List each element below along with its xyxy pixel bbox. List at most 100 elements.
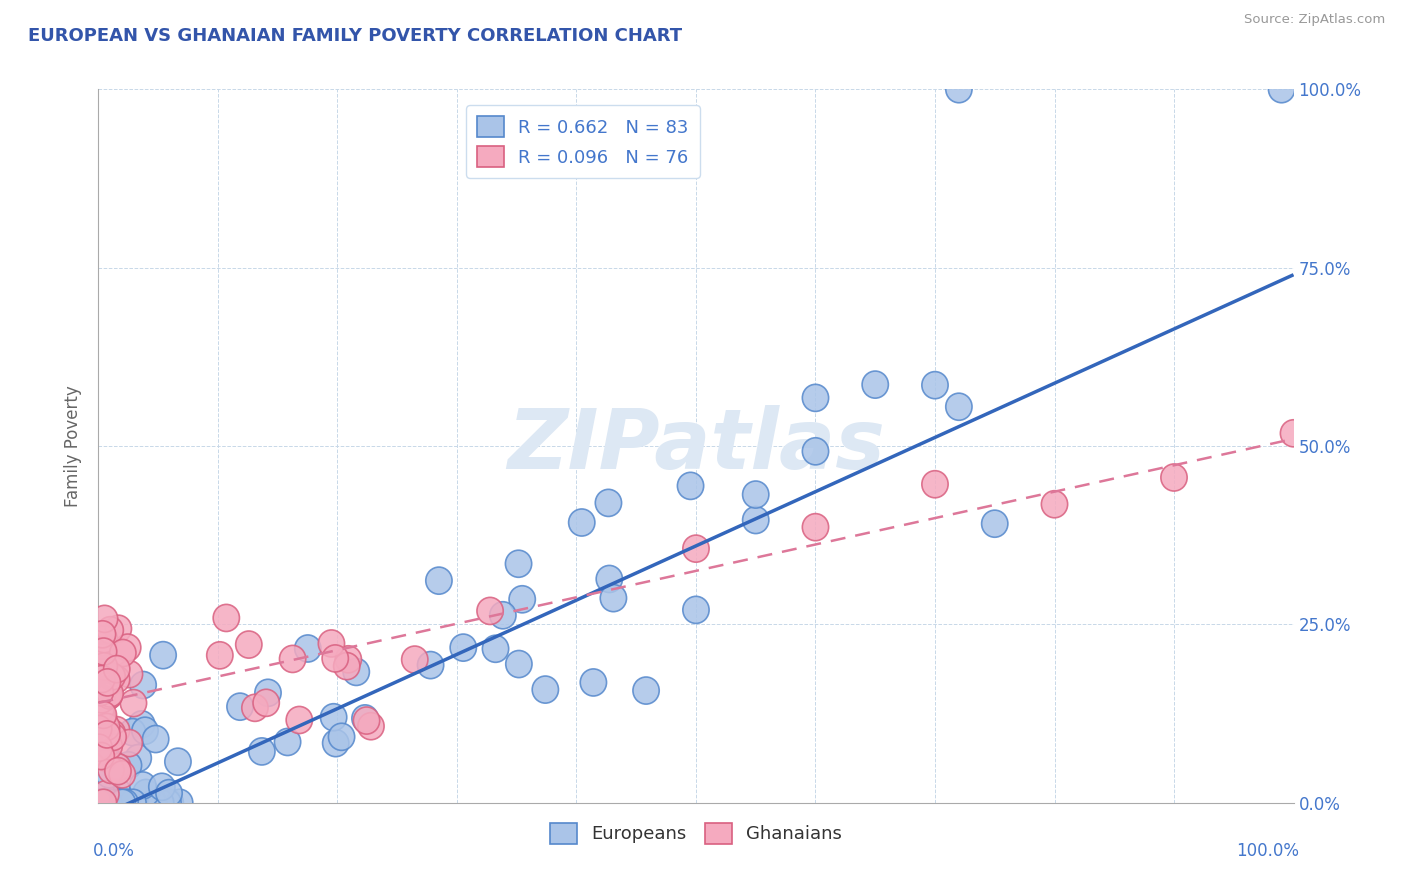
Ellipse shape [426, 567, 453, 594]
Ellipse shape [96, 732, 122, 760]
Ellipse shape [101, 787, 127, 814]
Ellipse shape [87, 789, 112, 816]
Text: EUROPEAN VS GHANAIAN FAMILY POVERTY CORRELATION CHART: EUROPEAN VS GHANAIAN FAMILY POVERTY CORR… [28, 27, 682, 45]
Ellipse shape [87, 772, 114, 799]
Ellipse shape [89, 665, 115, 693]
Ellipse shape [418, 651, 444, 679]
Ellipse shape [100, 723, 127, 750]
Ellipse shape [87, 789, 114, 816]
Ellipse shape [101, 789, 127, 816]
Ellipse shape [89, 742, 114, 770]
Ellipse shape [103, 752, 129, 779]
Ellipse shape [87, 711, 114, 738]
Ellipse shape [862, 371, 889, 398]
Ellipse shape [96, 789, 122, 816]
Ellipse shape [91, 744, 118, 771]
Ellipse shape [132, 717, 157, 744]
Ellipse shape [87, 653, 114, 680]
Ellipse shape [533, 676, 558, 703]
Ellipse shape [295, 635, 321, 662]
Ellipse shape [242, 694, 269, 722]
Ellipse shape [156, 780, 183, 806]
Ellipse shape [125, 745, 152, 772]
Ellipse shape [254, 680, 281, 706]
Ellipse shape [450, 634, 477, 661]
Ellipse shape [86, 734, 112, 762]
Ellipse shape [98, 756, 124, 783]
Ellipse shape [142, 725, 169, 753]
Ellipse shape [482, 635, 509, 663]
Ellipse shape [87, 743, 112, 770]
Ellipse shape [678, 473, 703, 500]
Ellipse shape [581, 669, 606, 696]
Ellipse shape [108, 789, 134, 816]
Ellipse shape [90, 632, 117, 659]
Ellipse shape [90, 638, 117, 665]
Ellipse shape [129, 772, 156, 799]
Ellipse shape [89, 643, 115, 670]
Ellipse shape [280, 646, 305, 673]
Ellipse shape [155, 789, 181, 816]
Ellipse shape [683, 597, 709, 624]
Ellipse shape [318, 630, 344, 657]
Ellipse shape [274, 729, 301, 756]
Ellipse shape [141, 789, 166, 816]
Ellipse shape [100, 720, 125, 747]
Ellipse shape [922, 372, 948, 399]
Ellipse shape [595, 490, 621, 516]
Ellipse shape [90, 621, 115, 648]
Ellipse shape [343, 658, 370, 685]
Ellipse shape [93, 714, 120, 740]
Text: 100.0%: 100.0% [1236, 842, 1299, 860]
Ellipse shape [105, 789, 132, 816]
Ellipse shape [89, 704, 115, 731]
Y-axis label: Family Poverty: Family Poverty [65, 385, 83, 507]
Ellipse shape [117, 730, 142, 756]
Ellipse shape [86, 789, 112, 816]
Ellipse shape [110, 640, 136, 666]
Ellipse shape [166, 789, 193, 816]
Ellipse shape [120, 789, 146, 816]
Ellipse shape [207, 641, 233, 669]
Ellipse shape [107, 789, 134, 816]
Ellipse shape [803, 384, 828, 411]
Ellipse shape [322, 645, 349, 672]
Ellipse shape [249, 738, 276, 765]
Ellipse shape [352, 705, 378, 732]
Ellipse shape [91, 708, 118, 735]
Text: ZIPatlas: ZIPatlas [508, 406, 884, 486]
Ellipse shape [148, 789, 174, 816]
Ellipse shape [104, 754, 131, 780]
Ellipse shape [287, 706, 312, 733]
Ellipse shape [86, 717, 112, 745]
Ellipse shape [96, 681, 122, 709]
Ellipse shape [253, 690, 280, 716]
Ellipse shape [236, 631, 262, 658]
Ellipse shape [110, 761, 135, 788]
Ellipse shape [489, 602, 516, 629]
Ellipse shape [87, 695, 114, 723]
Ellipse shape [226, 693, 253, 720]
Ellipse shape [1281, 420, 1306, 447]
Ellipse shape [91, 653, 118, 680]
Ellipse shape [121, 690, 146, 716]
Ellipse shape [633, 677, 659, 704]
Ellipse shape [94, 721, 120, 748]
Ellipse shape [1161, 464, 1187, 491]
Ellipse shape [94, 683, 121, 710]
Ellipse shape [115, 789, 142, 816]
Ellipse shape [97, 616, 124, 644]
Ellipse shape [104, 778, 131, 805]
Ellipse shape [600, 584, 627, 612]
Ellipse shape [120, 719, 146, 746]
Ellipse shape [165, 748, 191, 775]
Ellipse shape [149, 773, 174, 800]
Ellipse shape [96, 789, 122, 816]
Ellipse shape [94, 669, 121, 696]
Ellipse shape [96, 761, 122, 788]
Ellipse shape [91, 750, 117, 778]
Ellipse shape [803, 438, 828, 465]
Ellipse shape [115, 752, 142, 779]
Ellipse shape [98, 663, 125, 690]
Ellipse shape [321, 704, 347, 731]
